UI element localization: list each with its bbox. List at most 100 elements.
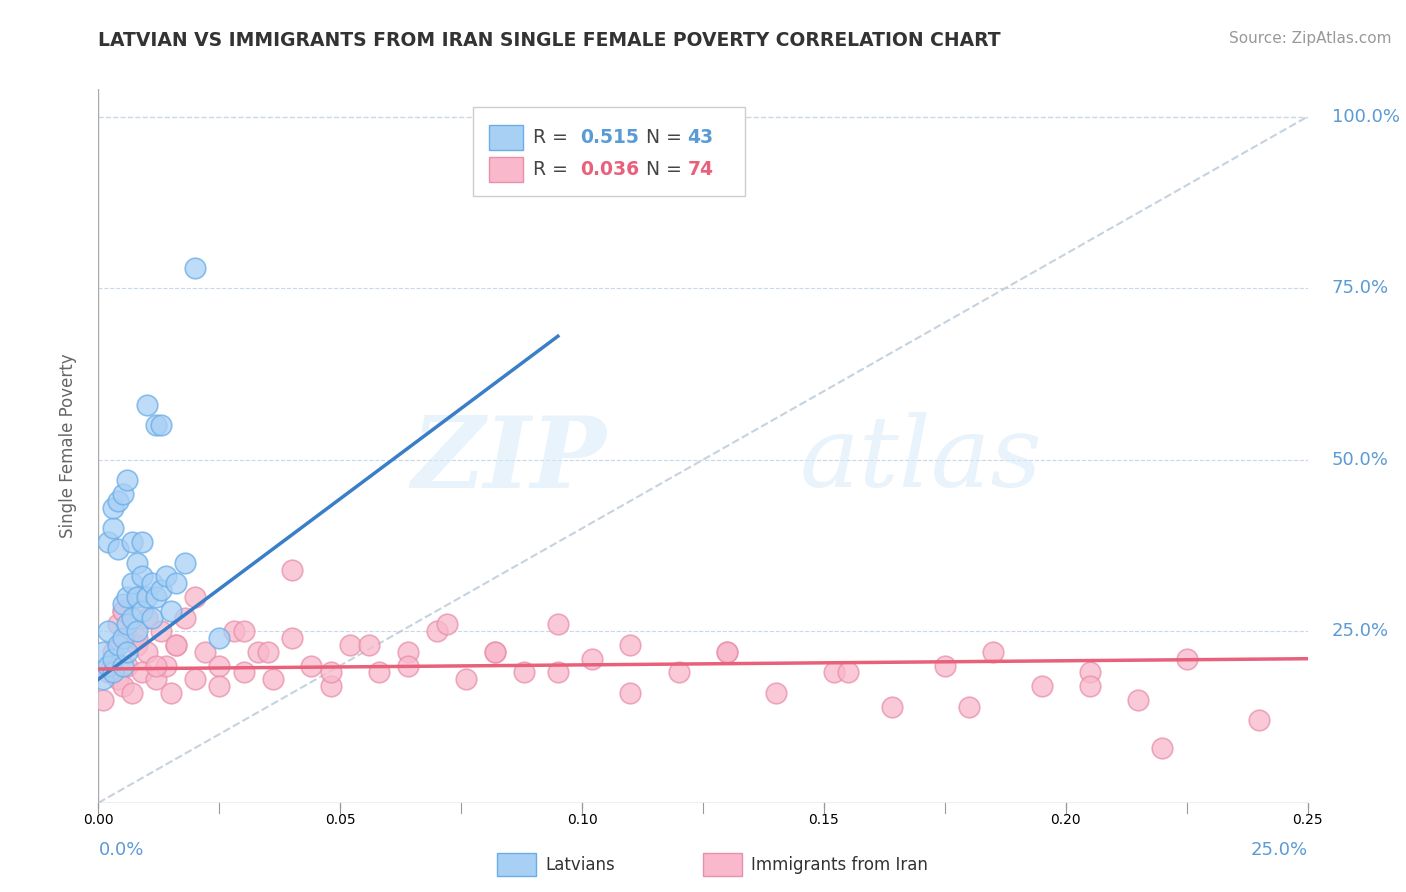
Point: [165, 576, 187, 591]
Point: [247, 645, 270, 659]
Point: [547, 617, 569, 632]
Point: [145, 658, 167, 673]
Text: 0.036: 0.036: [579, 160, 638, 178]
Point: [765, 686, 787, 700]
Point: [150, 624, 173, 639]
Point: [222, 624, 245, 639]
Point: [165, 638, 187, 652]
Point: [121, 686, 143, 700]
Point: [91, 693, 114, 707]
Point: [160, 686, 183, 700]
Point: [484, 645, 506, 659]
Point: [107, 541, 129, 556]
Text: Single Female Poverty: Single Female Poverty: [59, 354, 77, 538]
Point: [97, 658, 120, 673]
Point: [111, 679, 134, 693]
Point: [117, 617, 139, 632]
Point: [155, 569, 177, 583]
Point: [1031, 679, 1053, 693]
Text: 100.0%: 100.0%: [1331, 108, 1400, 126]
Point: [396, 658, 419, 673]
Point: [111, 631, 134, 645]
Text: atlas: atlas: [800, 413, 1042, 508]
Point: [484, 645, 506, 659]
Point: [513, 665, 536, 680]
Point: [184, 673, 207, 687]
Point: [117, 590, 139, 604]
Point: [174, 610, 197, 624]
Point: [101, 651, 124, 665]
Point: [262, 673, 284, 687]
Text: Latvians: Latvians: [546, 856, 616, 874]
Text: N =: N =: [634, 160, 688, 178]
Text: 75.0%: 75.0%: [1331, 279, 1389, 297]
Text: Immigrants from Iran: Immigrants from Iran: [751, 856, 928, 874]
Text: ZIP: ZIP: [412, 412, 606, 508]
Point: [111, 487, 134, 501]
Point: [823, 665, 845, 680]
Text: R =: R =: [533, 160, 574, 178]
Point: [135, 398, 157, 412]
Point: [716, 645, 738, 659]
Point: [339, 638, 361, 652]
Point: [155, 658, 177, 673]
Point: [880, 699, 903, 714]
Point: [194, 645, 217, 659]
Point: [101, 521, 124, 535]
Point: [1152, 740, 1174, 755]
Text: N =: N =: [634, 128, 688, 147]
Point: [981, 645, 1004, 659]
Text: 0.515: 0.515: [579, 128, 638, 147]
Point: [131, 604, 153, 618]
Point: [141, 576, 163, 591]
Point: [101, 645, 124, 659]
Point: [107, 673, 129, 687]
Point: [319, 679, 342, 693]
Point: [426, 624, 449, 639]
Point: [1078, 665, 1101, 680]
Point: [837, 665, 859, 680]
Point: [174, 556, 197, 570]
Point: [232, 624, 254, 639]
Point: [97, 624, 120, 639]
Point: [131, 535, 153, 549]
Point: [97, 535, 120, 549]
Point: [101, 500, 124, 515]
Point: [107, 638, 129, 652]
Point: [208, 631, 231, 645]
Point: [256, 645, 278, 659]
Point: [957, 699, 980, 714]
Point: [107, 617, 129, 632]
Point: [127, 590, 149, 604]
Text: 25.0%: 25.0%: [1250, 840, 1308, 858]
Text: R =: R =: [533, 128, 574, 147]
Point: [160, 604, 183, 618]
Point: [145, 590, 167, 604]
Point: [145, 673, 167, 687]
Point: [281, 631, 304, 645]
Point: [454, 673, 477, 687]
Point: [127, 631, 149, 645]
Point: [111, 604, 134, 618]
Point: [101, 665, 124, 680]
Bar: [703, 854, 742, 876]
Point: [135, 645, 157, 659]
Point: [121, 576, 143, 591]
Point: [359, 638, 381, 652]
Point: [299, 658, 322, 673]
Bar: [489, 125, 523, 150]
Point: [165, 638, 187, 652]
Point: [368, 665, 391, 680]
Bar: [498, 854, 536, 876]
Point: [547, 665, 569, 680]
Point: [131, 569, 153, 583]
Point: [107, 494, 129, 508]
Point: [934, 658, 956, 673]
Point: [121, 610, 143, 624]
Point: [184, 590, 207, 604]
Point: [127, 590, 149, 604]
Point: [232, 665, 254, 680]
Point: [436, 617, 458, 632]
Point: [1128, 693, 1150, 707]
Point: [127, 556, 149, 570]
